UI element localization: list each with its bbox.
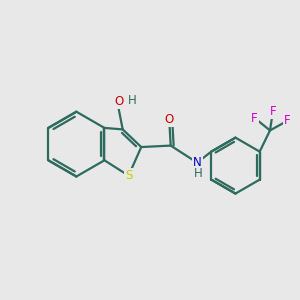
Text: F: F [251, 112, 258, 124]
Text: F: F [284, 115, 290, 128]
Text: F: F [270, 105, 276, 118]
Text: S: S [125, 169, 132, 182]
Text: O: O [165, 112, 174, 126]
Text: O: O [114, 95, 123, 108]
Text: N: N [193, 156, 202, 169]
Text: H: H [128, 94, 136, 107]
Text: H: H [194, 167, 202, 180]
